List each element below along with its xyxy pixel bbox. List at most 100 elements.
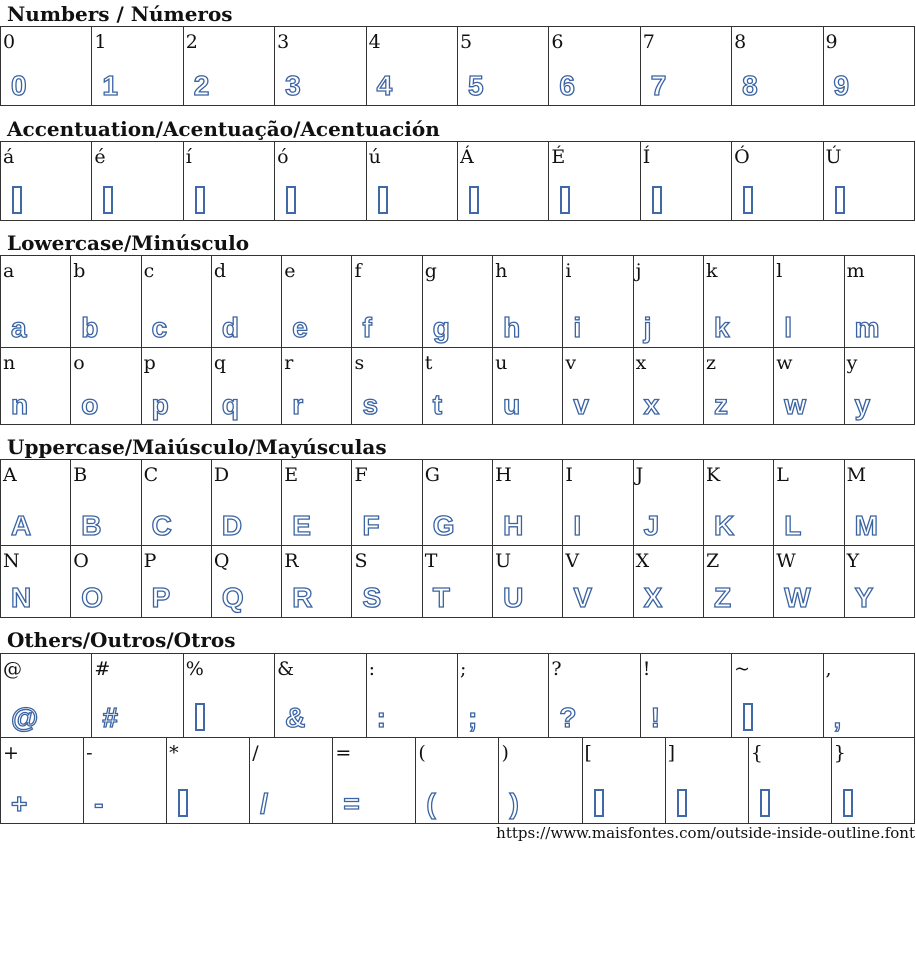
section-title: Lowercase/Minúsculo <box>7 231 250 255</box>
outline-glyph: D <box>221 510 243 541</box>
outline-glyph: d <box>221 312 239 343</box>
glyph-cell: @ @ <box>0 653 93 738</box>
section-title: Uppercase/Maiúsculo/Mayúsculas <box>7 435 387 459</box>
glyph-cell: & & <box>274 653 367 738</box>
outline-glyph: R <box>292 582 314 613</box>
outline-glyph: @ <box>10 702 39 733</box>
character-label: D <box>213 464 230 486</box>
outline-glyph: F <box>362 510 380 541</box>
outline-glyph: j <box>643 312 652 343</box>
outline-glyph: L <box>784 510 802 541</box>
outline-glyph: 3 <box>285 70 302 101</box>
character-label: = <box>335 742 352 764</box>
outline-glyph: H <box>502 510 524 541</box>
outline-glyph: M <box>854 510 879 541</box>
character-label: é <box>94 146 106 168</box>
missing-glyph-icon <box>834 186 845 214</box>
character-label: U <box>495 550 512 572</box>
glyph-cell: í <box>182 141 276 221</box>
character-label: r <box>284 352 294 374</box>
source-link[interactable]: https://www.maisfontes.com/outside-insid… <box>496 824 915 842</box>
glyph-cell: -- <box>83 737 168 824</box>
character-label: ) <box>501 742 509 764</box>
character-label: H <box>495 464 512 486</box>
glyph-cell: é <box>91 141 184 221</box>
outline-glyph: A <box>10 510 32 541</box>
outline-glyph: : <box>376 702 387 733</box>
glyph-table: @ @ # #% & &::;;??!! ~,, <box>0 653 916 738</box>
character-label: ! <box>642 658 651 680</box>
outline-glyph: B <box>81 510 103 541</box>
outline-glyph: m <box>854 312 880 343</box>
character-label: j <box>635 260 642 282</box>
outline-glyph: f <box>362 312 373 343</box>
character-label: x <box>635 352 647 374</box>
character-label: C <box>143 464 159 486</box>
missing-glyph-icon <box>194 703 205 731</box>
outline-glyph: U <box>502 582 524 613</box>
missing-glyph-icon <box>759 789 770 817</box>
glyph-cell: ] <box>664 737 749 824</box>
outline-glyph: V <box>573 582 593 613</box>
outline-glyph: = <box>343 788 361 819</box>
character-label: I <box>565 464 573 486</box>
outline-glyph: P <box>151 582 171 613</box>
outline-glyph: K <box>713 510 735 541</box>
character-label: 7 <box>642 31 655 53</box>
glyph-cell: [ <box>581 737 666 824</box>
outline-glyph: C <box>151 510 173 541</box>
outline-glyph: y <box>854 389 871 420</box>
glyph-cell: Á <box>456 141 550 221</box>
outline-glyph: q <box>221 389 239 420</box>
outline-glyph: O <box>81 582 104 613</box>
glyph-cell: á <box>0 141 93 221</box>
outline-glyph: Z <box>713 582 732 613</box>
character-label: 0 <box>3 31 16 53</box>
glyph-cell: ,, <box>822 653 916 738</box>
character-label: Ó <box>734 146 750 168</box>
outline-glyph: i <box>573 312 582 343</box>
character-label: i <box>565 260 572 282</box>
character-label: T <box>424 550 438 572</box>
character-label: } <box>833 742 846 764</box>
character-label: X <box>635 550 650 572</box>
character-label: R <box>284 550 299 572</box>
character-label: G <box>424 464 440 486</box>
outline-glyph: 6 <box>559 70 576 101</box>
section-title: Accentuation/Acentuação/Acentuación <box>7 117 440 141</box>
character-label: e <box>284 260 296 282</box>
outline-glyph: E <box>292 510 312 541</box>
glyph-cell: !! <box>639 653 733 738</box>
character-label: m <box>846 260 865 282</box>
character-label: v <box>565 352 577 374</box>
character-label: Ú <box>825 146 842 168</box>
character-label: V <box>565 550 580 572</box>
glyph-cell: { <box>747 737 832 824</box>
outline-glyph: h <box>502 312 521 343</box>
character-label: n <box>3 352 16 374</box>
character-label: q <box>213 352 227 374</box>
glyph-cell: ó <box>274 141 367 221</box>
character-label: % <box>185 658 204 680</box>
